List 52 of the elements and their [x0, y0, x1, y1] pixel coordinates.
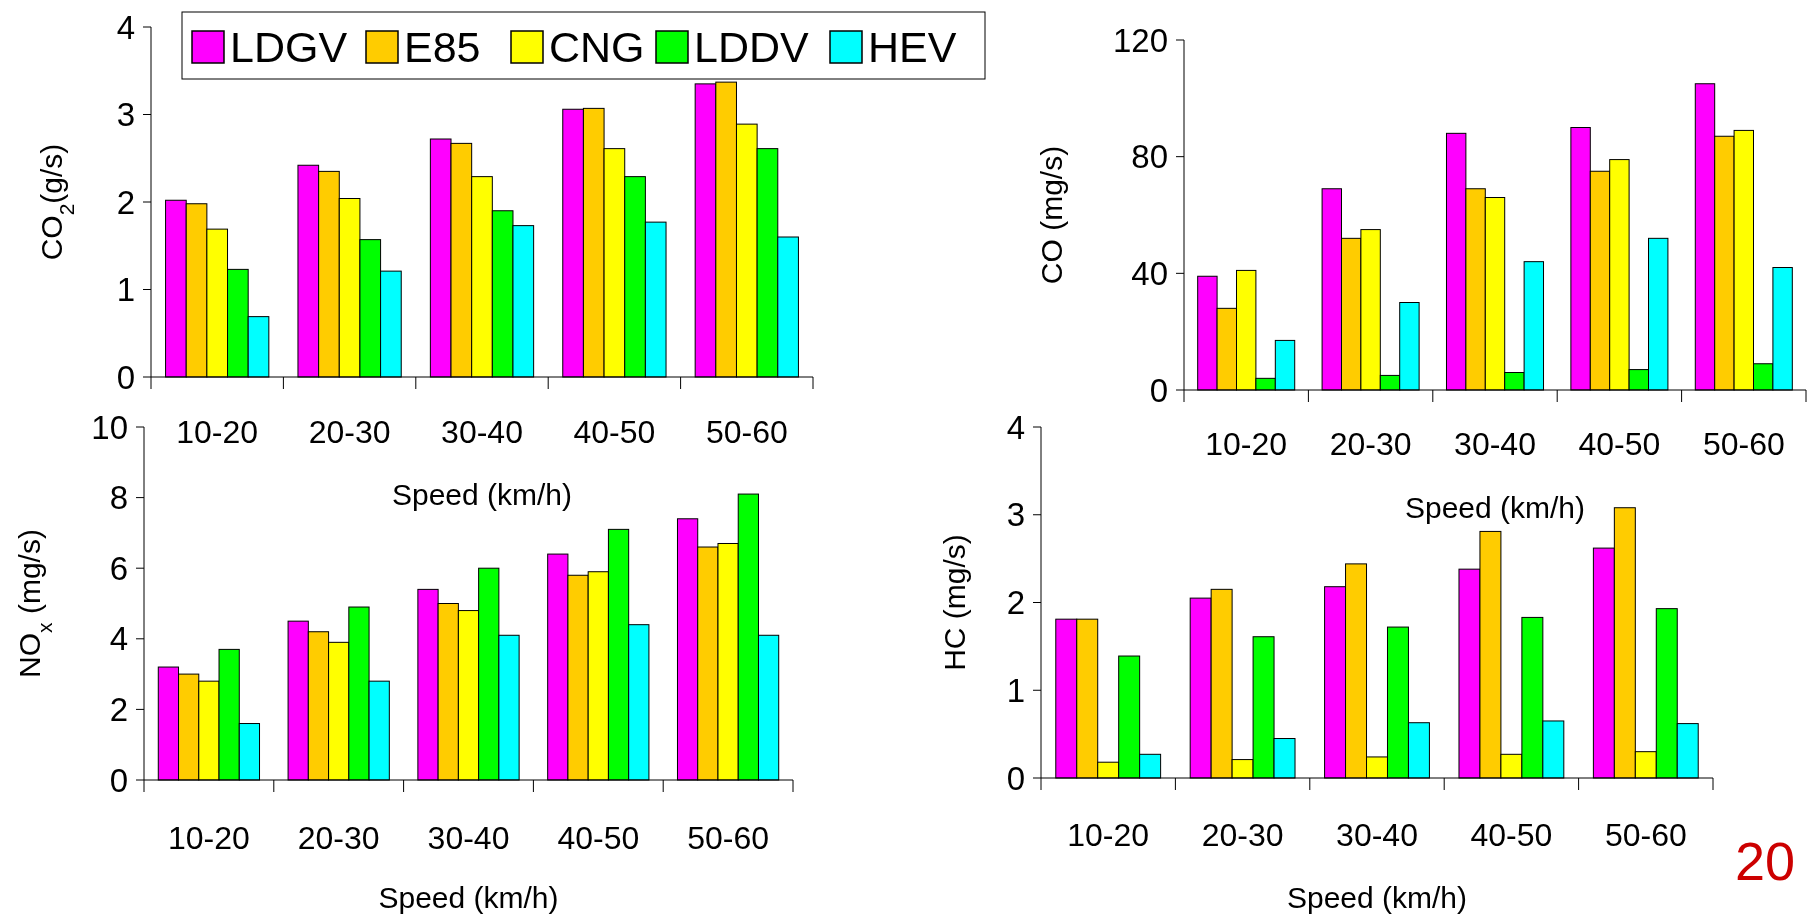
x-tick-label: 50-60: [705, 414, 788, 450]
y-tick-label: 120: [1112, 21, 1168, 59]
y-tick-label: 2: [109, 690, 128, 728]
y-axis-title: CO (mg/s): [1035, 145, 1068, 285]
y-tick-label: 0: [109, 761, 128, 799]
text: 20: [1735, 831, 1796, 891]
y-tick-label: 3: [116, 96, 135, 134]
x-tick-label: 40-50: [1470, 817, 1553, 853]
x-tick-label: 20-30: [1329, 426, 1412, 462]
y-tick-label: 80: [1131, 138, 1168, 176]
y-tick-label: 1: [1006, 671, 1025, 709]
legend-label: E85: [404, 23, 481, 71]
y-tick-label: 10: [91, 408, 128, 446]
x-tick-label: 50-60: [1604, 817, 1687, 853]
y-tick-label: 2: [1006, 584, 1025, 622]
x-tick-label: 20-30: [297, 820, 380, 856]
x-tick-label: 50-60: [687, 820, 770, 856]
x-tick-label: 40-50: [1578, 426, 1661, 462]
legend-label: HEV: [868, 23, 957, 71]
y-tick-label: 4: [1006, 408, 1025, 446]
y-tick-label: 0: [1006, 759, 1025, 797]
x-axis-title: Speed (km/h): [1286, 881, 1468, 914]
legend-label: LDDV: [694, 23, 810, 71]
legend-label: LDGV: [230, 23, 348, 71]
y-tick-label: 40: [1131, 254, 1168, 292]
y-tick-label: 4: [109, 620, 128, 658]
y-tick-label: 0: [116, 358, 135, 396]
x-tick-label: 40-50: [573, 414, 656, 450]
x-tick-label: 30-40: [1454, 426, 1536, 462]
legend-label: CNG: [549, 23, 645, 71]
x-tick-label: 10-20: [176, 414, 259, 450]
y-tick-label: 6: [109, 549, 128, 587]
x-tick-label: 10-20: [1205, 426, 1288, 462]
y-tick-label: 0: [1149, 371, 1168, 409]
y-tick-label: 4: [116, 8, 135, 46]
x-tick-label: 10-20: [1067, 817, 1150, 853]
x-tick-label: 10-20: [167, 820, 250, 856]
x-tick-label: 20-30: [308, 414, 391, 450]
x-axis-title: Speed (km/h): [378, 881, 559, 914]
x-axis-title: Speed (km/h): [1404, 491, 1586, 524]
y-tick-label: 1: [116, 271, 135, 309]
y-tick-label: 3: [1006, 496, 1025, 534]
x-tick-label: 30-40: [427, 820, 510, 856]
y-axis-title: HC (mg/s): [938, 534, 971, 671]
x-tick-label: 30-40: [441, 414, 523, 450]
x-tick-label: 40-50: [557, 820, 640, 856]
y-tick-label: 2: [116, 183, 135, 221]
x-tick-label: 50-60: [1702, 426, 1785, 462]
x-tick-label: 20-30: [1201, 817, 1284, 853]
x-tick-label: 30-40: [1336, 817, 1418, 853]
y-tick-label: 8: [109, 479, 128, 517]
x-axis-title: Speed (km/h): [391, 478, 573, 511]
